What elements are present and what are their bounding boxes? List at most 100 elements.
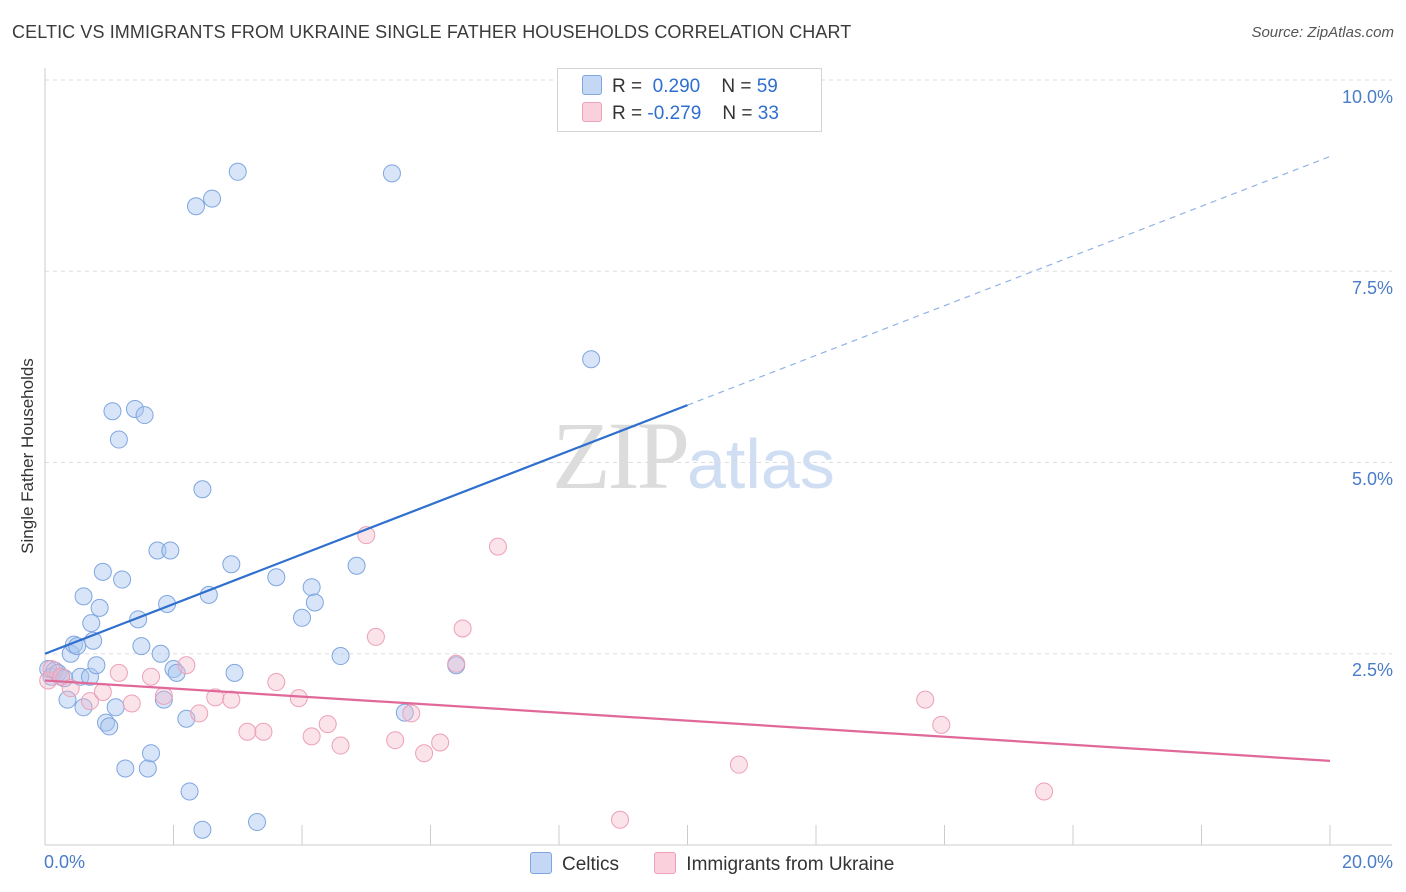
ukraine-point (177, 656, 196, 675)
series-legend: Celtics Immigrants from Ukraine (530, 852, 924, 876)
celtics-point (151, 644, 170, 663)
legend-item-celtics: Celtics (530, 852, 619, 876)
celtics-trend-extension (687, 155, 1331, 406)
y-tick-label: 5.0% (1351, 469, 1393, 489)
y-tick-label: 2.5% (1351, 660, 1393, 680)
ukraine-point (238, 722, 257, 741)
ukraine-point (222, 690, 241, 709)
celtics-point (138, 759, 157, 778)
legend-label: Celtics (562, 854, 620, 875)
ukraine-point (302, 727, 321, 746)
n-value: 59 (756, 76, 778, 97)
celtics-point (347, 556, 366, 575)
ukraine-point (729, 755, 748, 774)
source-label: Source: ZipAtlas.com (1251, 24, 1394, 41)
celtics-point (228, 162, 247, 181)
ukraine-point (1035, 782, 1054, 801)
celtics-point (154, 690, 173, 709)
r-value: 0.290 (652, 76, 701, 97)
celtics-swatch (530, 852, 552, 874)
celtics-point (382, 164, 401, 183)
celtics-point (225, 663, 244, 682)
stats-legend-row-celtics: R = 0.290 N = 59 (582, 75, 778, 101)
celtics-point (305, 593, 324, 612)
ukraine-point (122, 694, 141, 713)
ukraine-point (206, 688, 225, 707)
celtics-point (203, 189, 222, 208)
ukraine-point (93, 683, 112, 701)
celtics-point (148, 541, 167, 560)
celtics-swatch (582, 75, 602, 95)
ukraine-point (61, 679, 80, 698)
ukraine-point (331, 736, 350, 755)
r-label: R = (612, 76, 643, 97)
celtics-point (125, 399, 144, 418)
celtics-point (71, 667, 90, 686)
celtics-point (87, 656, 106, 675)
ukraine-point (366, 627, 385, 646)
ukraine-point (109, 663, 128, 682)
legend-label: Immigrants from Ukraine (686, 854, 895, 875)
ukraine-point (447, 654, 466, 673)
celtics-point (90, 598, 109, 617)
watermark: ZIPatlas (552, 400, 835, 511)
celtics-point (82, 614, 101, 633)
n-label: N = (721, 76, 752, 97)
celtics-point (199, 585, 218, 604)
r-label: R = (612, 103, 643, 124)
celtics-point (222, 555, 241, 574)
stats-legend: R = 0.290 N = 59 R = -0.279 N = 33 (557, 68, 822, 132)
celtics-point (331, 647, 350, 666)
celtics-point (106, 698, 125, 717)
ukraine-point (318, 715, 337, 734)
celtics-point (142, 744, 161, 763)
celtics-point (132, 637, 151, 656)
chart-title: CELTIC VS IMMIGRANTS FROM UKRAINE SINGLE… (12, 22, 852, 42)
ukraine-swatch (654, 852, 677, 874)
x-tick-label: 20.0% (1341, 852, 1393, 872)
celtics-point (116, 759, 135, 778)
celtics-point (167, 663, 186, 682)
y-tick-label: 7.5% (1351, 278, 1393, 298)
watermark-atlas: atlas (687, 425, 835, 503)
ukraine-swatch (582, 102, 602, 122)
ukraine-point (289, 689, 308, 708)
ukraine-point (932, 715, 951, 734)
celtics-point (100, 717, 119, 736)
ukraine-point (190, 704, 209, 723)
celtics-trend-line (44, 404, 688, 655)
celtics-point (248, 813, 267, 832)
n-label: N = (722, 103, 753, 124)
r-value: -0.279 (647, 103, 702, 124)
ukraine-point (267, 673, 286, 692)
ukraine-point (254, 722, 273, 741)
ukraine-point (453, 619, 472, 638)
celtics-point (582, 350, 601, 369)
ukraine-point (386, 731, 405, 750)
celtics-point (74, 587, 93, 606)
celtics-point (80, 667, 99, 686)
ukraine-point (415, 744, 434, 763)
ukraine-point (42, 660, 61, 679)
celtics-point (103, 402, 122, 421)
legend-item-ukraine: Immigrants from Ukraine (654, 852, 894, 876)
ukraine-point (402, 704, 421, 723)
stats-legend-row-ukraine: R = -0.279 N = 33 (582, 102, 779, 128)
ukraine-point (488, 537, 507, 556)
celtics-point (58, 690, 77, 709)
ukraine-point (611, 810, 630, 829)
ukraine-point (142, 667, 161, 686)
ukraine-trend-line (44, 679, 1331, 762)
celtics-point (267, 568, 286, 587)
watermark-zip: ZIP (552, 402, 690, 509)
y-tick-label: 10.0% (1341, 87, 1393, 107)
celtics-point (161, 541, 180, 560)
ukraine-point (431, 733, 450, 752)
celtics-point (193, 820, 212, 839)
celtics-point (180, 782, 199, 801)
ukraine-point (80, 692, 99, 711)
celtics-point (302, 578, 321, 597)
celtics-point (186, 197, 205, 216)
n-value: 33 (757, 103, 779, 124)
